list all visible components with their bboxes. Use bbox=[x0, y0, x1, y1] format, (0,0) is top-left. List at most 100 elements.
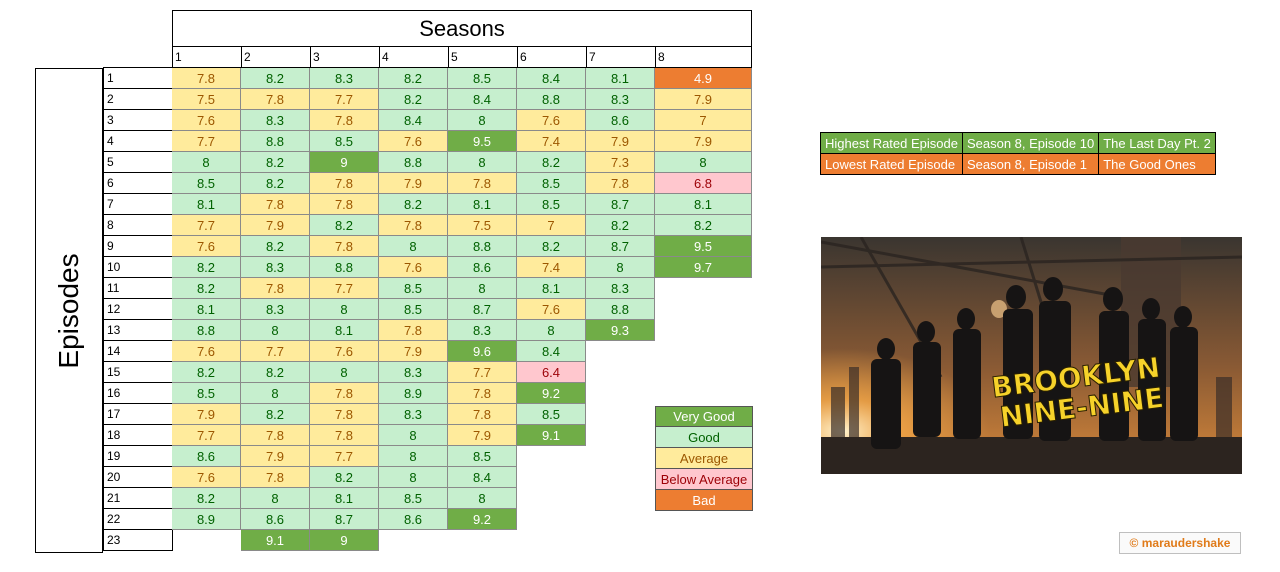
rating-cell-s2-e3: 8.3 bbox=[241, 110, 310, 131]
rating-cell-s8-e6: 6.8 bbox=[655, 173, 752, 194]
rating-cell-s2-e12: 8.3 bbox=[241, 299, 310, 320]
rating-cell-s7-e13: 9.3 bbox=[586, 320, 655, 341]
episode-label-18: 18 bbox=[103, 425, 173, 446]
rating-cell-s6-e1: 8.4 bbox=[517, 68, 586, 89]
season-header-1: 1 bbox=[172, 46, 241, 68]
rating-cell-s4-e6: 7.9 bbox=[379, 173, 448, 194]
legend-below-average: Below Average bbox=[655, 469, 753, 490]
rating-cell-s4-e12: 8.5 bbox=[379, 299, 448, 320]
episode-label-9: 9 bbox=[103, 236, 173, 257]
episodes-title: Episodes bbox=[35, 68, 103, 553]
episode-label-1: 1 bbox=[103, 67, 173, 89]
rating-cell-s4-e21: 8.5 bbox=[379, 488, 448, 509]
lowest-rated-title: The Good Ones bbox=[1098, 153, 1216, 175]
rating-cell-s3-e19: 7.7 bbox=[310, 446, 379, 467]
rating-cell-s1-e22: 8.9 bbox=[172, 509, 241, 530]
legend-very-good: Very Good bbox=[655, 406, 753, 427]
episode-label-19: 19 bbox=[103, 446, 173, 467]
rating-cell-s5-e20: 8.4 bbox=[448, 467, 517, 488]
episode-label-23: 23 bbox=[103, 530, 173, 551]
rating-cell-s6-e10: 7.4 bbox=[517, 257, 586, 278]
rating-cell-s2-e23: 9.1 bbox=[241, 530, 310, 551]
rating-cell-s5-e13: 8.3 bbox=[448, 320, 517, 341]
rating-cell-s6-e12: 7.6 bbox=[517, 299, 586, 320]
rating-cell-s3-e22: 8.7 bbox=[310, 509, 379, 530]
rating-cell-s1-e5: 8 bbox=[172, 152, 241, 173]
rating-cell-s2-e4: 8.8 bbox=[241, 131, 310, 152]
rating-cell-s4-e4: 7.6 bbox=[379, 131, 448, 152]
rating-cell-s2-e10: 8.3 bbox=[241, 257, 310, 278]
rating-cell-s1-e4: 7.7 bbox=[172, 131, 241, 152]
rating-cell-s7-e3: 8.6 bbox=[586, 110, 655, 131]
episode-label-4: 4 bbox=[103, 131, 173, 152]
rating-cell-s4-e9: 8 bbox=[379, 236, 448, 257]
rating-cell-s1-e16: 8.5 bbox=[172, 383, 241, 404]
highlights-table: Highest Rated Episode Season 8, Episode … bbox=[820, 132, 1216, 175]
rating-cell-s6-e3: 7.6 bbox=[517, 110, 586, 131]
rating-cell-s1-e3: 7.6 bbox=[172, 110, 241, 131]
rating-cell-s2-e20: 7.8 bbox=[241, 467, 310, 488]
rating-cell-s3-e17: 7.8 bbox=[310, 404, 379, 425]
rating-cell-s1-e12: 8.1 bbox=[172, 299, 241, 320]
rating-cell-s8-e5: 8 bbox=[655, 152, 752, 173]
rating-cell-s1-e7: 8.1 bbox=[172, 194, 241, 215]
rating-cell-s3-e4: 8.5 bbox=[310, 131, 379, 152]
rating-cell-s8-e10: 9.7 bbox=[655, 257, 752, 278]
episode-label-10: 10 bbox=[103, 257, 173, 278]
rating-cell-s3-e15: 8 bbox=[310, 362, 379, 383]
rating-cell-s3-e10: 8.8 bbox=[310, 257, 379, 278]
episode-label-14: 14 bbox=[103, 341, 173, 362]
rating-cell-s1-e21: 8.2 bbox=[172, 488, 241, 509]
rating-cell-s1-e18: 7.7 bbox=[172, 425, 241, 446]
rating-cell-s3-e3: 7.8 bbox=[310, 110, 379, 131]
rating-cell-s4-e19: 8 bbox=[379, 446, 448, 467]
rating-cell-s4-e22: 8.6 bbox=[379, 509, 448, 530]
rating-cell-s7-e11: 8.3 bbox=[586, 278, 655, 299]
rating-cell-s2-e5: 8.2 bbox=[241, 152, 310, 173]
rating-cell-s3-e7: 7.8 bbox=[310, 194, 379, 215]
rating-cell-s3-e12: 8 bbox=[310, 299, 379, 320]
season-header-8: 8 bbox=[655, 46, 752, 68]
rating-cell-s2-e13: 8 bbox=[241, 320, 310, 341]
rating-cell-s5-e12: 8.7 bbox=[448, 299, 517, 320]
rating-cell-s6-e6: 8.5 bbox=[517, 173, 586, 194]
rating-cell-s4-e14: 7.9 bbox=[379, 341, 448, 362]
rating-cell-s7-e5: 7.3 bbox=[586, 152, 655, 173]
rating-cell-s5-e22: 9.2 bbox=[448, 509, 517, 530]
rating-cell-s8-e9: 9.5 bbox=[655, 236, 752, 257]
rating-cell-s4-e3: 8.4 bbox=[379, 110, 448, 131]
rating-cell-s3-e5: 9 bbox=[310, 152, 379, 173]
episode-label-15: 15 bbox=[103, 362, 173, 383]
rating-cell-s3-e16: 7.8 bbox=[310, 383, 379, 404]
episode-label-16: 16 bbox=[103, 383, 173, 404]
rating-cell-s5-e1: 8.5 bbox=[448, 68, 517, 89]
rating-cell-s1-e1: 7.8 bbox=[172, 68, 241, 89]
rating-cell-s7-e8: 8.2 bbox=[586, 215, 655, 236]
rating-cell-s1-e19: 8.6 bbox=[172, 446, 241, 467]
rating-cell-s6-e18: 9.1 bbox=[517, 425, 586, 446]
rating-cell-s3-e21: 8.1 bbox=[310, 488, 379, 509]
episode-label-17: 17 bbox=[103, 404, 173, 425]
rating-cell-s6-e15: 6.4 bbox=[517, 362, 586, 383]
rating-cell-s5-e15: 7.7 bbox=[448, 362, 517, 383]
rating-cell-s7-e10: 8 bbox=[586, 257, 655, 278]
highest-rated-episode: Season 8, Episode 10 bbox=[961, 132, 1100, 154]
rating-cell-s5-e3: 8 bbox=[448, 110, 517, 131]
rating-cell-s8-e3: 7 bbox=[655, 110, 752, 131]
rating-cell-s1-e17: 7.9 bbox=[172, 404, 241, 425]
show-poster: BROOKLYN NINE-NINE bbox=[821, 237, 1242, 474]
highest-rated-title: The Last Day Pt. 2 bbox=[1098, 132, 1216, 154]
rating-cell-s2-e19: 7.9 bbox=[241, 446, 310, 467]
rating-cell-s2-e18: 7.8 bbox=[241, 425, 310, 446]
rating-cell-s3-e13: 8.1 bbox=[310, 320, 379, 341]
rating-legend: Very Good Good Average Below Average Bad bbox=[655, 406, 753, 511]
rating-cell-s6-e16: 9.2 bbox=[517, 383, 586, 404]
rating-cell-s3-e23: 9 bbox=[310, 530, 379, 551]
rating-cell-s6-e2: 8.8 bbox=[517, 89, 586, 110]
rating-cell-s1-e14: 7.6 bbox=[172, 341, 241, 362]
season-header-2: 2 bbox=[241, 46, 310, 68]
rating-cell-s8-e1: 4.9 bbox=[655, 68, 752, 89]
rating-cell-s7-e6: 7.8 bbox=[586, 173, 655, 194]
rating-cell-s5-e7: 8.1 bbox=[448, 194, 517, 215]
lowest-rated-label: Lowest Rated Episode bbox=[820, 153, 963, 175]
